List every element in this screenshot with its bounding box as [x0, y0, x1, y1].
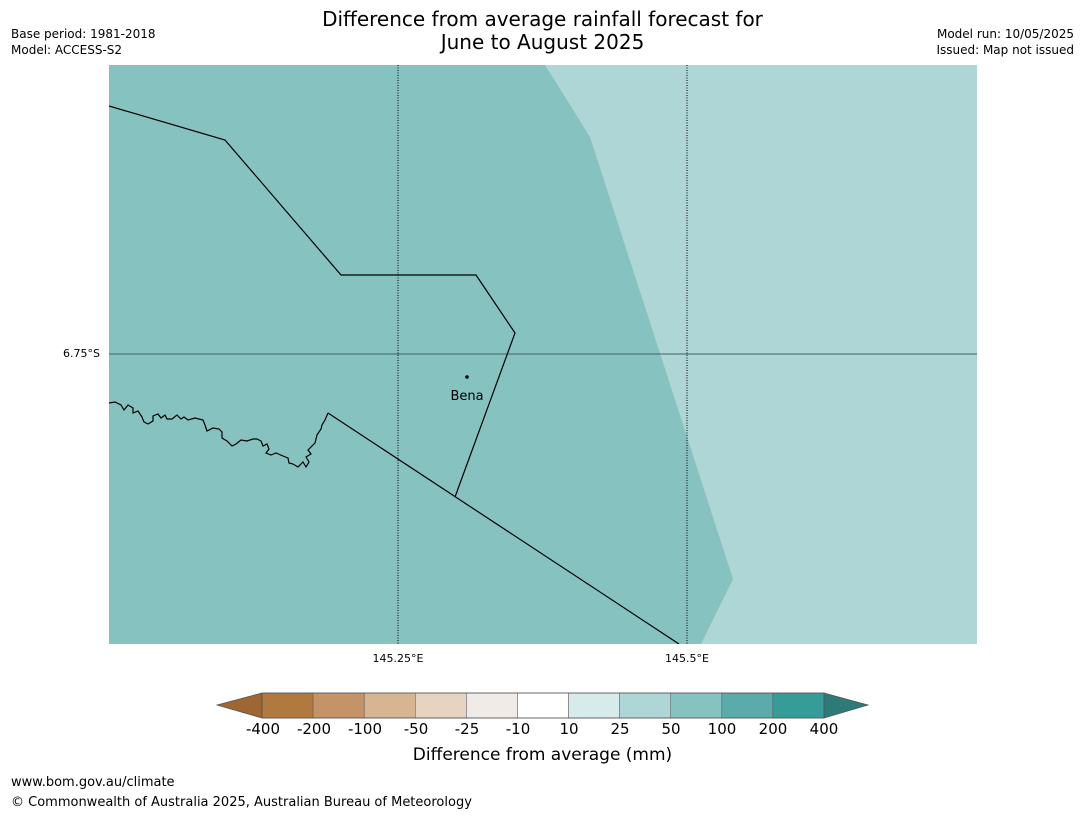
colorbar	[216, 692, 870, 719]
colorbar-segment	[772, 692, 825, 719]
base-period-text: Base period: 1981-2018	[11, 27, 156, 41]
colorbar-segment	[363, 692, 416, 719]
colorbar-segment	[466, 692, 518, 719]
map-title-line-2: June to August 2025	[440, 30, 645, 54]
colorbar-tick-label: 400	[809, 720, 839, 738]
colorbar-segment	[619, 692, 671, 719]
colorbar-tick-label: 25	[610, 720, 630, 738]
colorbar-tick-label: -10	[505, 720, 531, 738]
map-title-line-1: Difference from average rainfall forecas…	[322, 7, 763, 31]
bena-town-label: Bena	[450, 389, 483, 404]
latitude-tick-label: 6.75°S	[63, 347, 100, 360]
colorbar-segment	[312, 692, 365, 719]
colorbar-tick-label: -100	[347, 720, 383, 738]
colorbar-tick-label: -25	[454, 720, 480, 738]
colorbar-extend-high	[823, 692, 870, 719]
colorbar-extend-low	[216, 692, 263, 719]
map-panel[interactable]: Bena	[109, 65, 977, 644]
colorbar-tick-label: 100	[707, 720, 737, 738]
footer-copyright: © Commonwealth of Australia 2025, Austra…	[11, 795, 472, 810]
colorbar-segment	[568, 692, 620, 719]
longitude-tick-label-145-5: 145.5°E	[665, 652, 709, 665]
rainfall-map[interactable]: Bena	[109, 65, 977, 644]
colorbar-segment	[721, 692, 774, 719]
colorbar-segment	[415, 692, 467, 719]
longitude-tick-label-145-25: 145.25°E	[372, 652, 424, 665]
model-text: Model: ACCESS-S2	[11, 43, 123, 57]
province-boundary-west	[109, 401, 329, 469]
bena-town-marker[interactable]	[465, 375, 469, 379]
model-run-text: Model run: 10/05/2025	[936, 27, 1074, 41]
colorbar-segment	[517, 692, 569, 719]
colorbar-segment	[261, 692, 314, 719]
colorbar-tick-label: -200	[296, 720, 332, 738]
issued-text: Issued: Map not issued	[936, 43, 1074, 57]
province-boundary-south	[327, 412, 680, 644]
colorbar-title: Difference from average (mm)	[412, 745, 673, 765]
colorbar-tick-label: -400	[245, 720, 281, 738]
footer-url: www.bom.gov.au/climate	[11, 775, 175, 790]
colorbar-tick-label: 200	[758, 720, 788, 738]
colorbar-tick-label: 10	[559, 720, 579, 738]
colorbar-outline	[261, 692, 825, 719]
province-boundary-north	[109, 105, 516, 498]
colorbar-segment	[670, 692, 723, 719]
colorbar-tick-label: 50	[661, 720, 681, 738]
colorbar-tick-label: -50	[403, 720, 429, 738]
colorbar-segments	[261, 692, 825, 719]
